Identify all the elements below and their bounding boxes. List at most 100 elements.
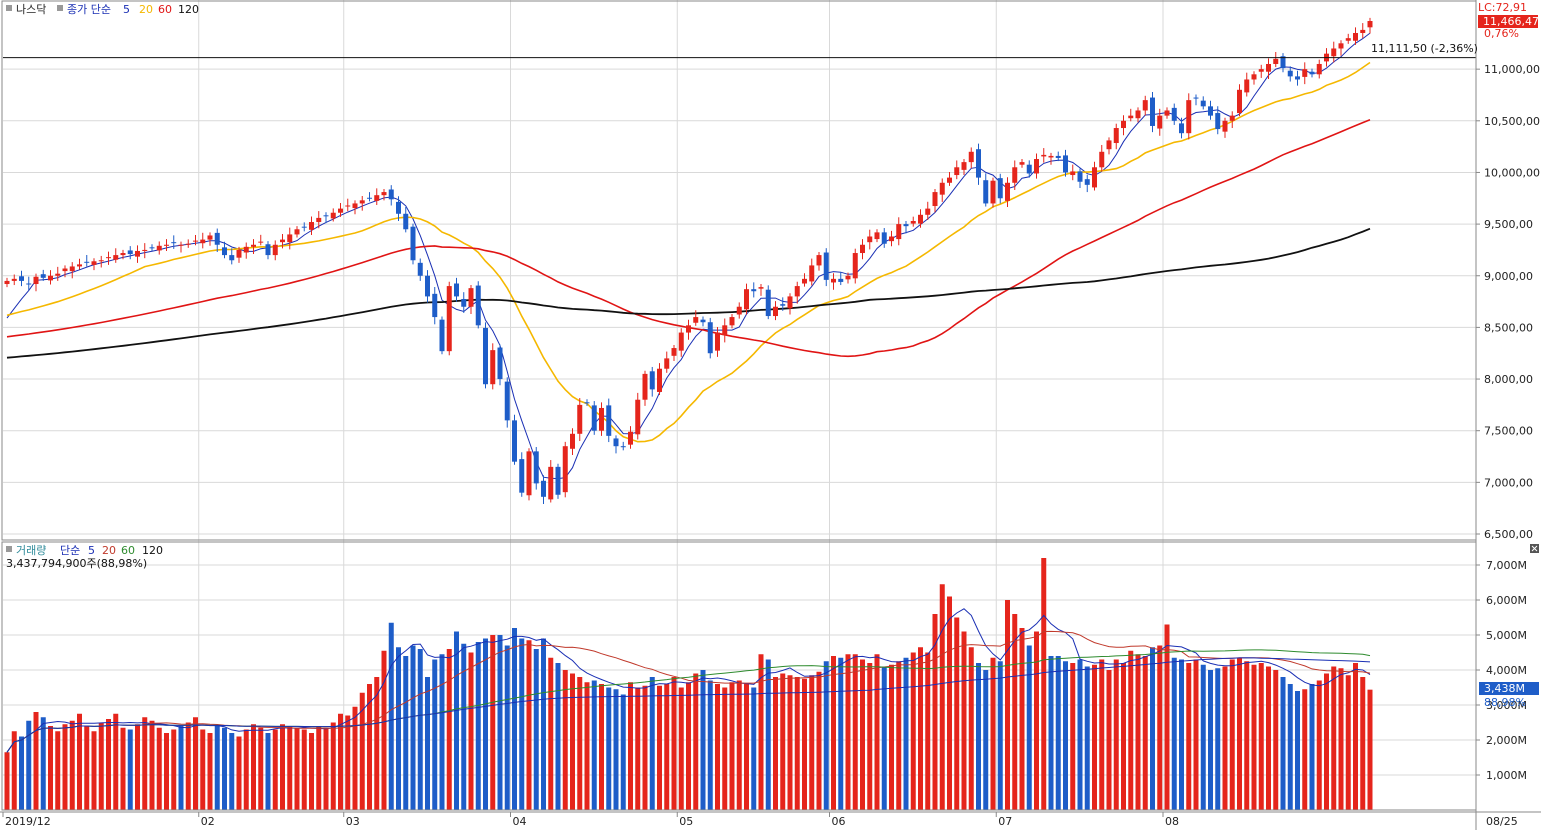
- candle-body: [881, 232, 887, 244]
- candle-body: [142, 249, 148, 251]
- volume-bar: [932, 614, 938, 810]
- candle-body: [664, 358, 670, 369]
- volume-bar: [642, 685, 648, 810]
- candle-body: [214, 232, 220, 245]
- candle-body: [403, 213, 409, 230]
- candle-body: [171, 242, 177, 244]
- candle-body: [599, 407, 604, 431]
- candle-body: [1164, 110, 1170, 116]
- volume-bar: [584, 682, 590, 810]
- candle-body: [40, 274, 46, 278]
- price-legend[interactable]: 나스닥 종가 단순 5 20 60 120: [6, 3, 199, 16]
- candle-body: [396, 201, 401, 214]
- legend-ma20: 20: [139, 3, 153, 16]
- volume-tick-label: 4,000M: [1486, 664, 1527, 677]
- volume-legend[interactable]: 거래량 단순 5 20 60 120 3,437,794,900주(88,98%…: [6, 544, 163, 570]
- candle-body: [925, 208, 931, 215]
- price-tick-label: 7,500,00: [1484, 425, 1533, 438]
- volume-bar: [925, 652, 931, 810]
- volume-bar: [591, 680, 597, 810]
- candle-body: [1084, 179, 1090, 185]
- candle-body: [990, 180, 996, 204]
- volume-bar: [874, 654, 880, 810]
- volume-bar: [62, 724, 68, 810]
- volume-bar: [381, 650, 387, 810]
- volume-bar: [1345, 675, 1351, 810]
- candle-body: [185, 243, 191, 245]
- candle-body: [744, 289, 749, 310]
- price-tick-label: 10,000,00: [1484, 166, 1540, 179]
- date-tick-label: 05: [679, 815, 693, 828]
- volume-bar: [1295, 691, 1300, 810]
- volume-bar: [678, 687, 684, 810]
- volume-tick-label: 6,000M: [1486, 594, 1527, 607]
- volume-bar: [729, 682, 735, 810]
- candle-body: [294, 229, 300, 235]
- candle-body: [1179, 123, 1184, 134]
- volume-bar: [881, 666, 887, 810]
- price-ma-20-line: [6, 61, 1371, 443]
- volume-bar: [562, 670, 568, 810]
- volume-legend-ma60: 60: [121, 544, 135, 557]
- volume-bar: [55, 731, 61, 810]
- candle-body: [780, 304, 786, 306]
- candle-body: [1113, 128, 1119, 144]
- volume-bar: [794, 677, 800, 810]
- candle-body: [33, 276, 39, 285]
- candle-body: [1237, 89, 1242, 114]
- volume-bar: [947, 596, 952, 810]
- volume-bar: [439, 654, 445, 810]
- volume-bar: [127, 729, 133, 810]
- volume-bar: [1084, 666, 1090, 810]
- candle-body: [512, 420, 517, 462]
- volume-bar: [120, 727, 126, 810]
- volume-bar: [512, 628, 517, 810]
- volume-bar: [106, 719, 111, 810]
- candle-body: [577, 404, 583, 434]
- legend-square-icon: [57, 5, 63, 11]
- candle-body: [657, 368, 662, 392]
- candle-body: [1316, 63, 1322, 75]
- volume-bar: [330, 722, 336, 810]
- candle-body: [84, 261, 90, 263]
- last-price-text: 11,466,47: [1483, 15, 1539, 28]
- volume-bar: [1142, 656, 1148, 810]
- candle-body: [976, 149, 981, 178]
- volume-bar: [896, 661, 902, 810]
- volume-bar: [432, 659, 438, 810]
- candle-body: [773, 306, 778, 317]
- candle-body: [1331, 48, 1337, 57]
- volume-bar: [1012, 614, 1018, 810]
- candle-body: [1048, 155, 1054, 158]
- volume-bar: [765, 659, 771, 810]
- candle-body: [932, 192, 938, 207]
- candle-body: [359, 200, 365, 204]
- candle-body: [439, 319, 445, 352]
- candle-body: [135, 250, 140, 257]
- volume-bar: [214, 726, 220, 810]
- volume-bar: [1258, 663, 1264, 810]
- volume-bar: [1048, 656, 1054, 810]
- volume-tick-label: 5,000M: [1486, 629, 1527, 642]
- candle-body: [606, 405, 612, 436]
- volume-bar: [149, 720, 155, 810]
- close-icon[interactable]: [1530, 544, 1539, 553]
- candle-body: [794, 286, 800, 297]
- price-tick-label: 8,500,00: [1484, 321, 1533, 334]
- candle-body: [425, 275, 430, 297]
- candle-body: [243, 246, 249, 253]
- volume-bar: [809, 675, 815, 810]
- volume-bar: [1128, 650, 1134, 810]
- candle-body: [316, 217, 322, 223]
- candle-body: [1287, 70, 1293, 77]
- candle-body: [1338, 43, 1344, 49]
- candle-body: [519, 459, 525, 493]
- candle-body: [301, 226, 307, 228]
- date-tick-label: 02: [201, 815, 215, 828]
- volume-bar: [1077, 659, 1083, 810]
- candle-body: [1041, 154, 1047, 157]
- volume-bar: [26, 720, 32, 810]
- candle-body: [19, 276, 24, 281]
- volume-bar: [164, 733, 169, 810]
- candle-body: [729, 317, 735, 326]
